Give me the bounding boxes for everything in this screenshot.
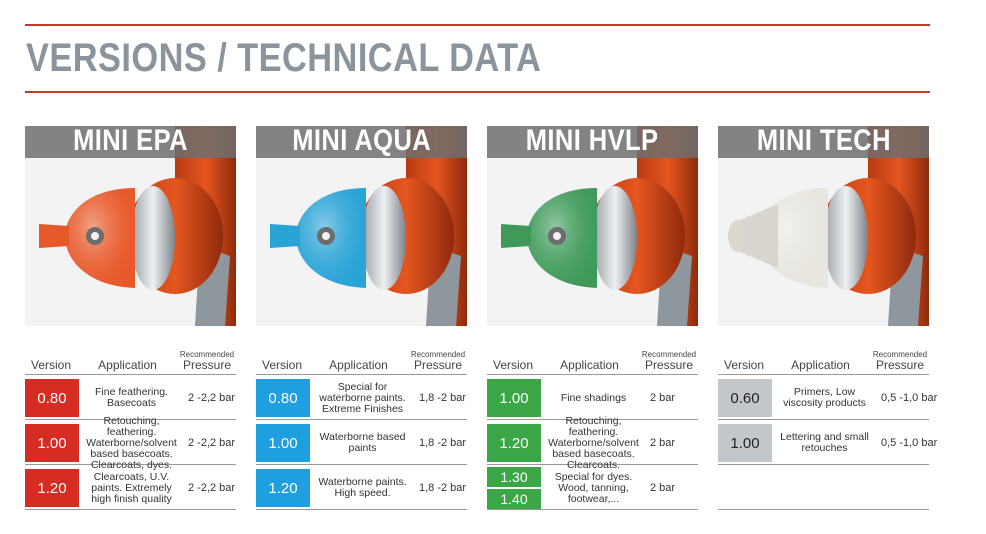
table-row: 1.20 Waterborne paints. High speed. 1,8 -2…: [256, 465, 467, 510]
table-row: 1.20 Clearcoats, U.V. paints. Extremely h…: [25, 465, 236, 510]
product-name-banner: MINI EPA: [25, 126, 236, 158]
version-badge: 1.40: [487, 489, 541, 509]
pressure-value: 2 -2,2 bar: [188, 392, 236, 404]
spec-table: Version Application Recommended Pressure 0.6…: [718, 342, 938, 510]
application-header: Application: [98, 358, 157, 372]
version-header: Version: [492, 358, 534, 372]
pressure-value: 1,8 -2 bar: [419, 392, 467, 404]
application-text: Primers, Low viscosity products: [783, 386, 866, 409]
pressure-label: Pressure: [875, 358, 925, 372]
table-row: 0.60 Primers, Low viscosity products 0,5 -…: [718, 375, 938, 420]
application-text: Special for waterborne paints. Extreme F…: [319, 380, 406, 415]
pressure-label: Pressure: [413, 358, 463, 372]
table-row: 1.00 Retouching, feathering. Waterborne/s…: [25, 415, 236, 470]
pressure-header: Recommended Pressure: [409, 350, 467, 372]
recommended-label: Recommended: [410, 350, 466, 359]
spray-gun-illustration: [718, 126, 929, 326]
pressure-value: 2 bar: [650, 482, 676, 494]
application-text: Waterborne based paints: [319, 431, 406, 454]
version-badge: 1.00: [256, 424, 310, 462]
version-badge: 1.00: [718, 424, 772, 462]
pressure-value: 1,8 -2 bar: [419, 482, 467, 494]
product-name-banner: MINI HVLP: [487, 126, 698, 158]
pressure-value: 2 bar: [650, 437, 676, 449]
recommended-label: Recommended: [179, 350, 235, 359]
version-badge: 1.30: [487, 467, 541, 487]
product-photo: MINI EPA: [25, 126, 236, 326]
application-text: Special for dyes. Wood, tanning, footwea…: [554, 470, 633, 505]
pressure-header: Recommended Pressure: [871, 350, 929, 372]
spec-table-header: Version Application Recommended Pressure: [718, 342, 929, 375]
pressure-label: Pressure: [182, 358, 232, 372]
product-name-banner: MINI AQUA: [256, 126, 467, 158]
version-badge: 0.80: [256, 379, 310, 417]
spec-table-header: Version Application Recommended Pressure: [256, 342, 467, 375]
title-rule: [25, 91, 930, 93]
application-text: Retouching, feathering. Waterborne/solve…: [86, 414, 177, 471]
recommended-label: Recommended: [872, 350, 928, 359]
table-row: 0.80 Special for waterborne paints. Extre…: [256, 375, 467, 420]
spray-gun-illustration: [256, 126, 467, 326]
product-column-mini-epa: MINI EPA Version Application Recommended Pre…: [25, 126, 236, 510]
product-column-mini-hvlp: MINI HVLP Version Application Recommended Pr…: [487, 126, 698, 510]
recommended-label: Recommended: [641, 350, 697, 359]
page-title: VERSIONS / TECHNICAL DATA: [26, 36, 542, 80]
spec-table: Version Application Recommended Pressure 0.8…: [256, 342, 467, 510]
pressure-value: 2 -2,2 bar: [188, 482, 236, 494]
spec-table-header: Version Application Recommended Pressure: [25, 342, 236, 375]
version-badge: 1.20: [25, 469, 79, 507]
application-text: Lettering and small retouches: [780, 431, 869, 454]
empty-table-row: [718, 465, 929, 510]
version-badge: 1.20: [487, 424, 541, 462]
product-photo: MINI AQUA: [256, 126, 467, 326]
version-badge: 1.00: [25, 424, 79, 462]
product-name-banner: MINI TECH: [718, 126, 929, 158]
pressure-label: Pressure: [644, 358, 694, 372]
version-badge: 1.00: [487, 379, 541, 417]
table-row: 0.80 Fine feathering. Basecoats 2 -2,2 bar: [25, 375, 236, 420]
application-text: Retouching, feathering. Waterborne/solve…: [548, 414, 639, 471]
product-column-mini-aqua: MINI AQUA Version Application Recommended Pr…: [256, 126, 467, 510]
version-header: Version: [723, 358, 765, 372]
table-row: 1.00 Fine shadings 2 bar: [487, 375, 698, 420]
product-name: MINI EPA: [73, 126, 188, 157]
pressure-value: 2 -2,2 bar: [188, 437, 236, 449]
pressure-value: 0,5 -1,0 bar: [881, 392, 938, 404]
application-text: Fine feathering. Basecoats: [95, 386, 168, 409]
product-name: MINI TECH: [756, 126, 891, 157]
product-photo: MINI TECH: [718, 126, 929, 326]
spec-table: Version Application Recommended Pressure 1.0…: [487, 342, 698, 510]
application-text: Fine shadings: [560, 391, 627, 404]
product-name: MINI HVLP: [526, 126, 659, 157]
pressure-header: Recommended Pressure: [640, 350, 698, 372]
application-header: Application: [560, 358, 619, 372]
product-name: MINI AQUA: [292, 126, 431, 157]
spec-table-header: Version Application Recommended Pressure: [487, 342, 698, 375]
product-column-mini-tech: MINI TECH Version Application Recommended Pr…: [718, 126, 938, 510]
product-photo: MINI HVLP: [487, 126, 698, 326]
pressure-value: 1,8 -2 bar: [419, 437, 467, 449]
table-row: 1.00 Waterborne based paints 1,8 -2 bar: [256, 420, 467, 465]
version-badge-stack: 1.30 1.40: [487, 467, 541, 509]
spray-gun-illustration: [25, 126, 236, 326]
pressure-value: 0,5 -1,0 bar: [881, 437, 938, 449]
application-text: Clearcoats, U.V. paints. Extremely high …: [91, 470, 172, 505]
application-header: Application: [791, 358, 850, 372]
spec-table: Version Application Recommended Pressure 0.8…: [25, 342, 236, 510]
version-badge: 0.80: [25, 379, 79, 417]
application-header: Application: [329, 358, 388, 372]
version-header: Version: [261, 358, 303, 372]
version-header: Version: [30, 358, 72, 372]
top-rule: [25, 24, 930, 26]
table-row: 1.30 1.40 Special for dyes. Wood, tanning,…: [487, 465, 698, 510]
table-row: 1.00 Lettering and small retouches 0,5 -1,…: [718, 420, 938, 465]
version-badge: 0.60: [718, 379, 772, 417]
pressure-header: Recommended Pressure: [178, 350, 236, 372]
application-text: Waterborne paints. High speed.: [318, 476, 407, 499]
version-badge: 1.20: [256, 469, 310, 507]
pressure-value: 2 bar: [650, 392, 676, 404]
table-row: 1.20 Retouching, feathering. Waterborne/s…: [487, 415, 698, 470]
spray-gun-illustration: [487, 126, 698, 326]
